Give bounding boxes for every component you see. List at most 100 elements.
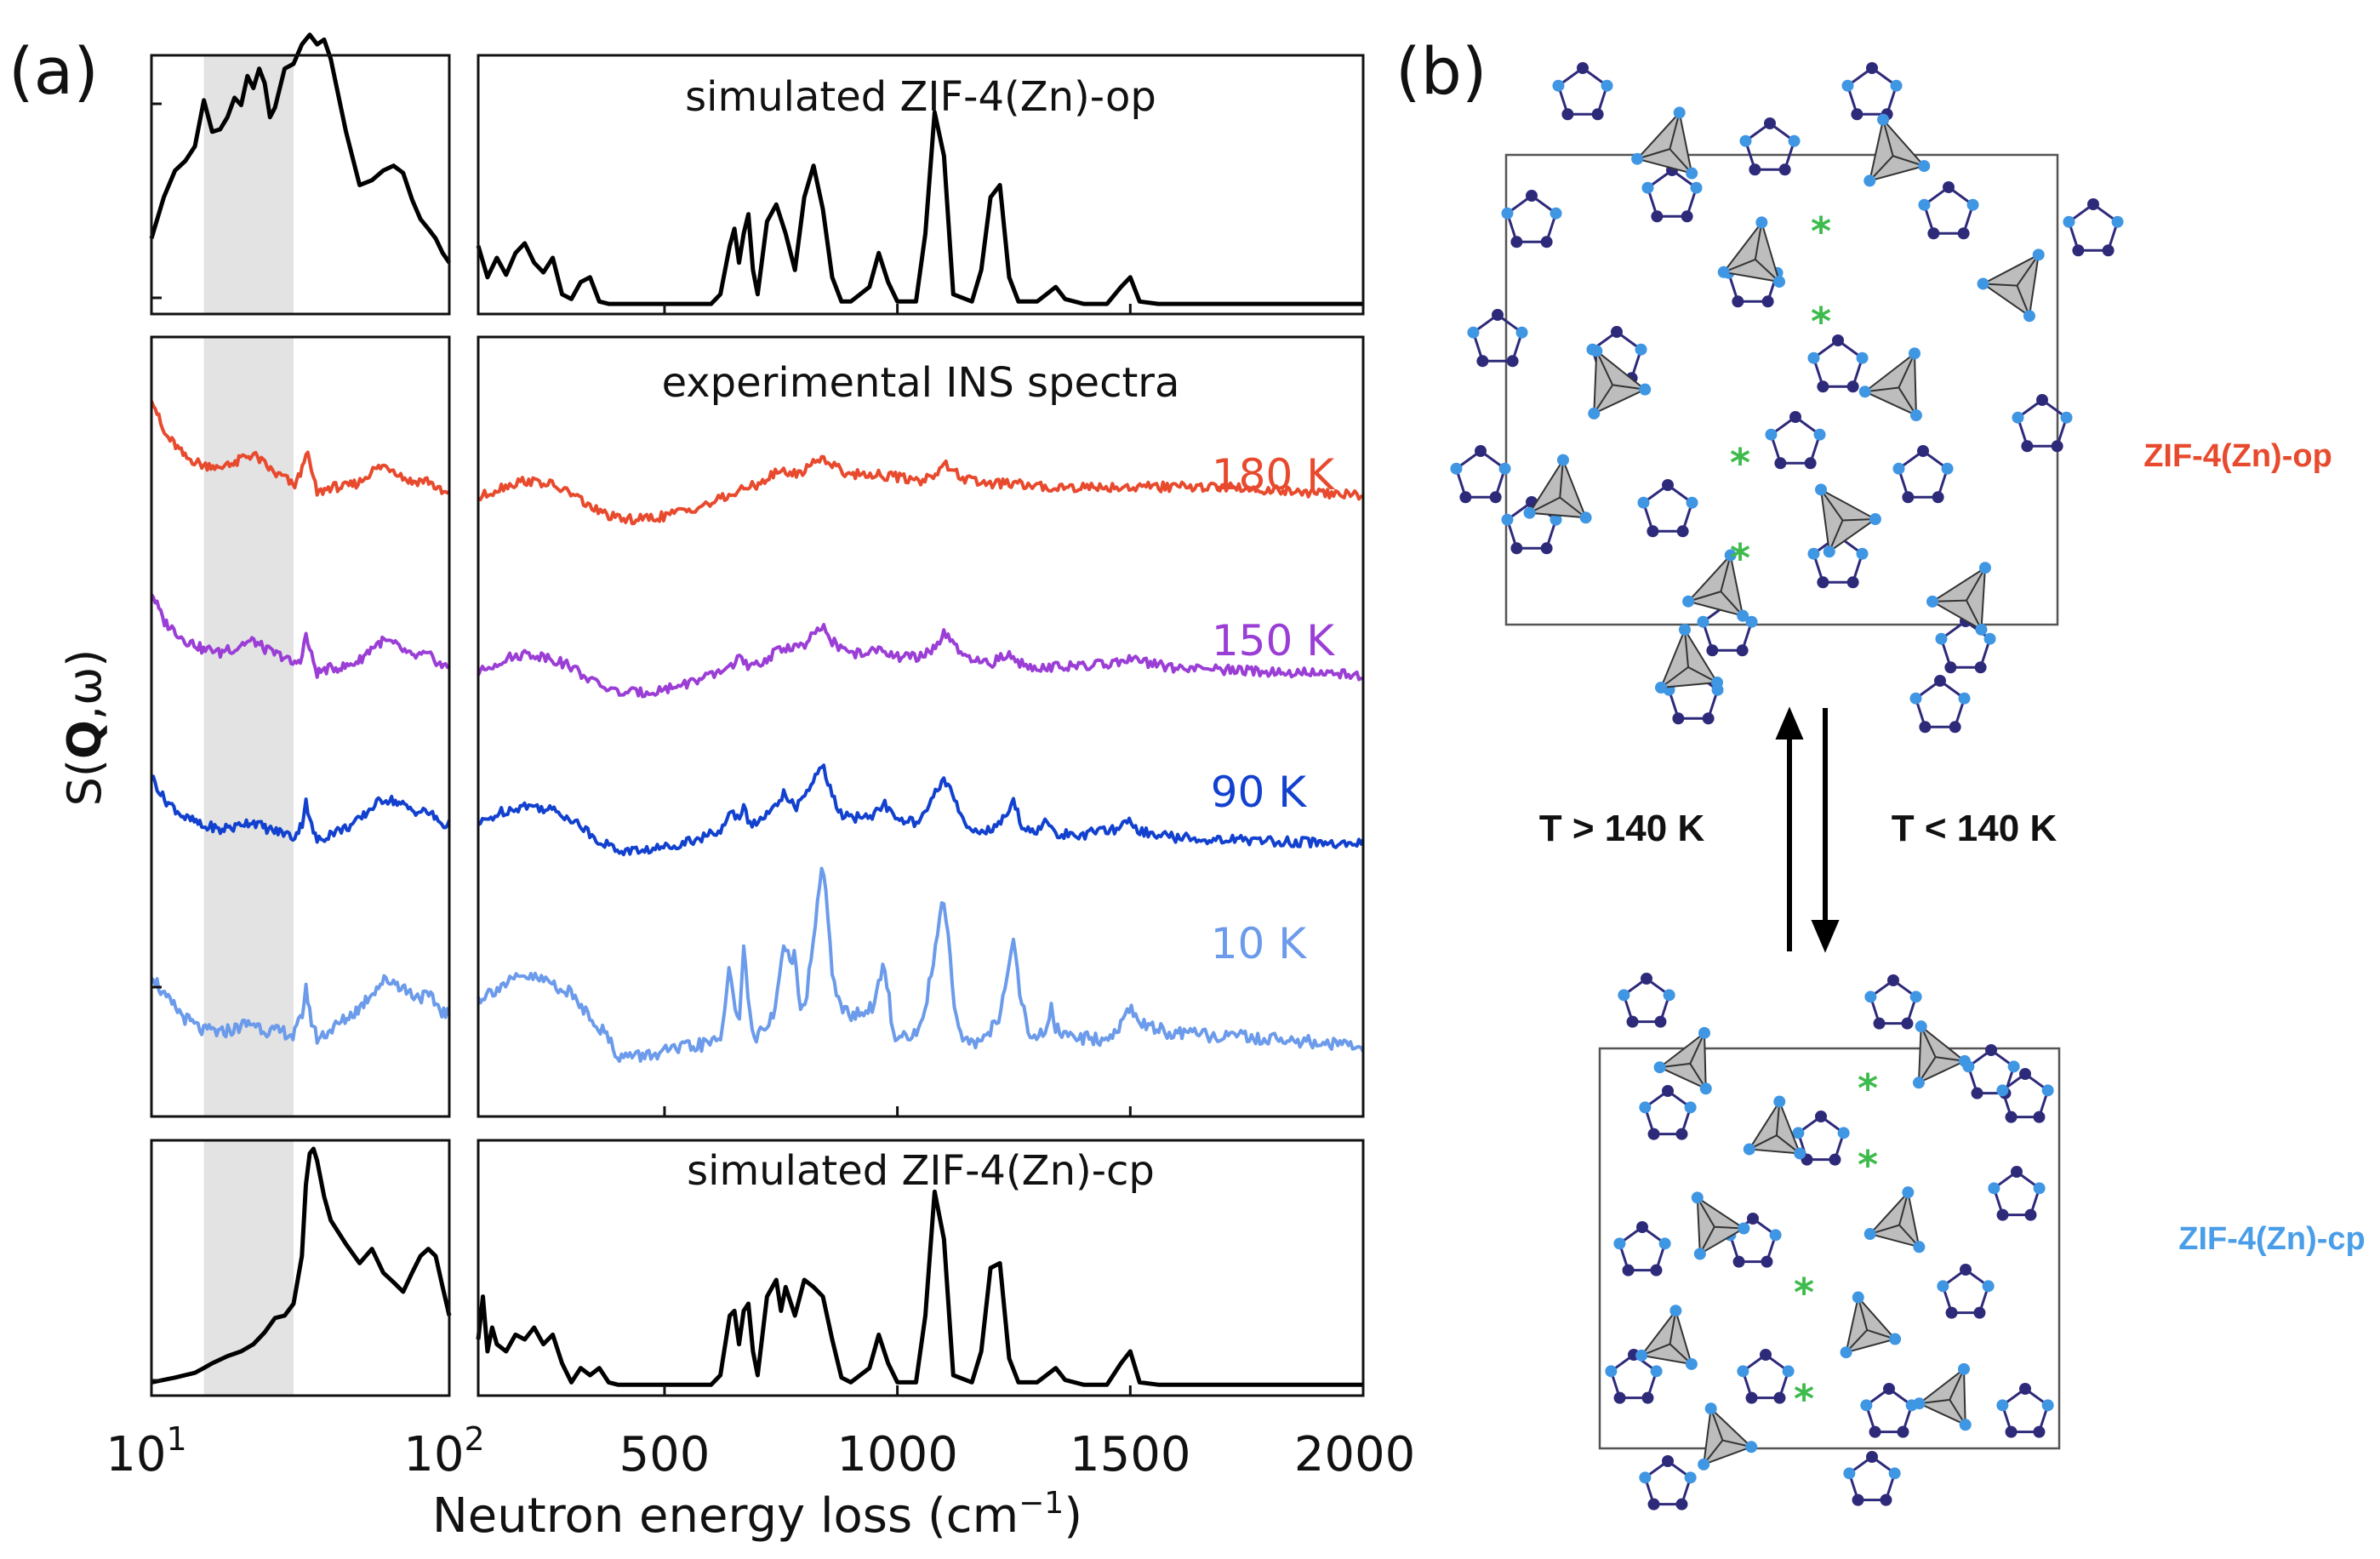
condition-down: T < 140 K [1892, 808, 2058, 849]
spectra-group [149, 32, 1365, 1387]
atom [1686, 167, 1698, 180]
atom [1864, 991, 1877, 1003]
atom [2005, 1111, 2018, 1123]
atom [1663, 989, 1675, 1002]
atom [2111, 215, 2124, 228]
x-tick-label: 500 [619, 1427, 711, 1482]
structure-op: * * * * [1450, 62, 2124, 734]
atom [1941, 462, 1954, 475]
atom [1959, 1419, 1972, 1431]
atom [1852, 1291, 1864, 1304]
atom [1996, 1399, 2009, 1412]
zn-tetrahedron [1527, 458, 1588, 519]
atom [1890, 79, 1903, 92]
atom [1676, 525, 1689, 538]
atom [1698, 1458, 1710, 1470]
atom [1749, 163, 1761, 176]
atom [1887, 974, 1899, 986]
atom [1577, 62, 1589, 74]
atom [1550, 513, 1562, 526]
x-tick-label: 1000 [836, 1427, 958, 1482]
condition-up: T > 140 K [1539, 808, 1705, 849]
atom [1909, 991, 1922, 1003]
y-axis-label: S(Q,ω) [58, 649, 111, 807]
atom [1662, 1085, 1674, 1097]
atom [1550, 207, 1562, 220]
atom [1510, 236, 1523, 248]
atom [1949, 721, 1961, 734]
atom [1892, 462, 1905, 475]
series-line-r-10k [477, 866, 1365, 1064]
atom [1655, 682, 1667, 694]
atom [1684, 1101, 1697, 1114]
atom [1782, 1365, 1795, 1378]
imidazolate-ring [1505, 194, 1558, 243]
atom [1985, 1044, 1997, 1056]
atom [1450, 462, 1463, 475]
imidazolate-ring [1741, 1353, 1790, 1400]
atom [1506, 355, 1519, 368]
atom [1467, 326, 1480, 339]
axes-frame-left-middle [150, 335, 451, 1118]
atom [1975, 623, 1988, 636]
atom [2023, 310, 2035, 323]
atom [1978, 562, 1991, 574]
atom [1764, 117, 1776, 129]
atom [1843, 1467, 1856, 1480]
atom [1510, 542, 1523, 555]
atom [1662, 479, 1674, 491]
atom [1945, 1306, 1958, 1319]
unit-cell-op [1504, 153, 2059, 626]
atom [2019, 1068, 2031, 1080]
atom [1909, 409, 1922, 422]
imidazolate-ring [1812, 339, 1864, 388]
atom [1773, 1391, 1786, 1404]
atom [1618, 989, 1630, 1002]
atom [1702, 712, 1715, 725]
atom [2033, 1182, 2046, 1195]
atom [1866, 1451, 1878, 1463]
atom [1807, 547, 1820, 560]
atom [1732, 1255, 1745, 1268]
unit-cell-cp [1598, 1047, 2061, 1450]
atom [1626, 1015, 1639, 1028]
cavity-marker: * [1794, 1270, 1814, 1316]
atom [1476, 355, 1489, 368]
atom [1869, 513, 1881, 526]
atom [1540, 236, 1553, 248]
imidazolate-ring [1454, 449, 1507, 499]
atom [2005, 1425, 2018, 1438]
series-line-r-90k [477, 763, 1365, 857]
atom [1501, 513, 1514, 526]
x-tick-label: 2000 [1294, 1427, 1416, 1482]
atom [1971, 1087, 1983, 1099]
zn-tetrahedron [1917, 1025, 1966, 1084]
atom [1934, 675, 1946, 687]
series-line-l-sim-op [149, 32, 452, 265]
imidazolate-ring [1869, 979, 1918, 1025]
imidazolate-ring [1769, 415, 1822, 465]
imidazolate-ring [1864, 1387, 1914, 1434]
zn-tetrahedron [1659, 627, 1719, 689]
atom [1641, 181, 1654, 194]
atom [1877, 113, 1890, 126]
atom [1651, 210, 1664, 223]
atom [1860, 1399, 1873, 1412]
atom [1639, 1101, 1652, 1114]
series-line-r-sim-cp [476, 1189, 1363, 1387]
shaded-region-group [203, 55, 294, 1396]
zn-tetrahedron [1748, 1099, 1801, 1155]
atom [1561, 108, 1574, 121]
atom [2007, 1060, 2020, 1073]
atom [1675, 1128, 1688, 1140]
atom [1902, 1186, 1915, 1199]
atom [1913, 1397, 1926, 1410]
atom [1747, 1213, 1759, 1225]
atom [1690, 181, 1703, 194]
atom [1697, 615, 1709, 628]
atom [1682, 595, 1695, 608]
imidazolate-ring [2016, 398, 2069, 448]
atom [1773, 1095, 1786, 1108]
atom [1636, 1221, 1648, 1233]
imidazolate-ring [1556, 66, 1609, 116]
